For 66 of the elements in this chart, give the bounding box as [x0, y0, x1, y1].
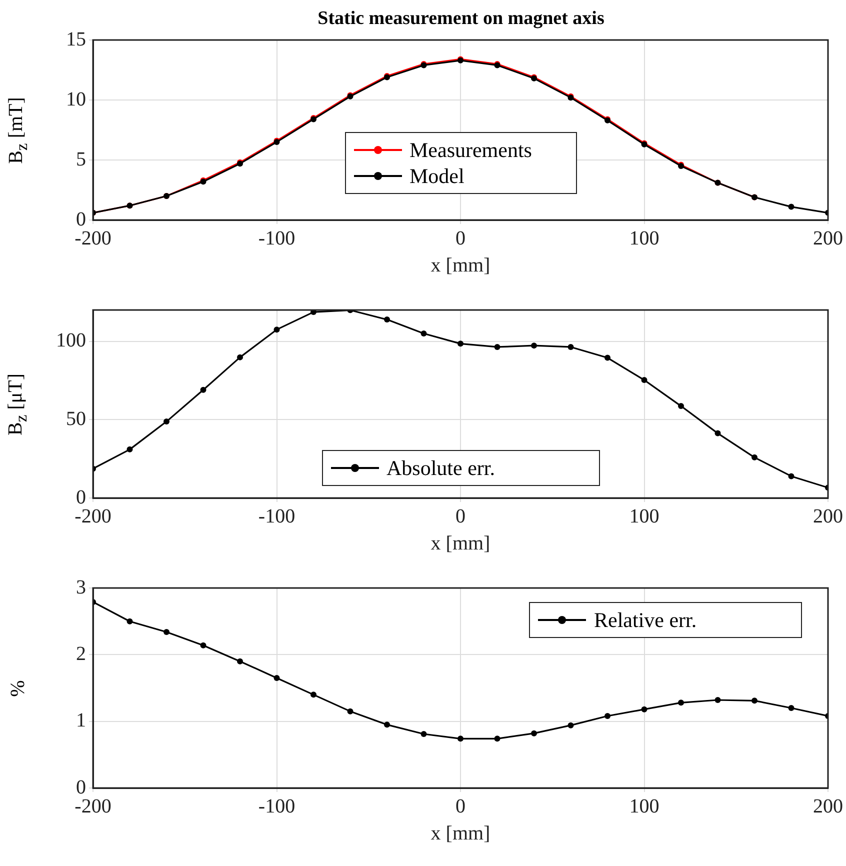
point — [531, 342, 537, 349]
point — [752, 454, 758, 460]
point — [126, 446, 133, 452]
y-tick-label: 2 — [76, 642, 86, 665]
point — [420, 731, 427, 737]
x-tick-label: 0 — [456, 795, 466, 818]
x-tick-label: 100 — [629, 505, 660, 528]
point — [604, 354, 610, 361]
point — [604, 713, 610, 719]
point — [531, 730, 537, 736]
point — [752, 698, 758, 704]
point — [384, 722, 390, 728]
y-axis-title: % — [6, 680, 30, 696]
point — [126, 618, 133, 624]
x-tick-label: 200 — [813, 505, 843, 528]
x-tick-label: 200 — [813, 795, 843, 818]
point — [384, 316, 390, 323]
legend-label: Relative err. — [594, 608, 697, 632]
x-tick-label: 100 — [629, 795, 660, 818]
point — [200, 642, 206, 648]
point — [714, 430, 721, 436]
legend-label: Absolute err. — [386, 456, 495, 480]
point — [788, 204, 794, 210]
point — [237, 658, 243, 664]
point — [200, 386, 206, 393]
point — [494, 736, 500, 742]
point — [164, 418, 170, 425]
x-tick-label: -100 — [258, 795, 296, 818]
point — [274, 326, 280, 333]
point — [641, 706, 648, 712]
point — [237, 354, 243, 360]
y-tick-label: 100 — [56, 330, 86, 352]
point — [714, 697, 721, 703]
point — [678, 700, 684, 706]
point — [164, 629, 170, 635]
point — [641, 377, 648, 384]
legend-label: Measurements — [410, 138, 532, 162]
x-tick-label: 100 — [629, 227, 660, 250]
x-axis-title: x [mm] — [430, 254, 490, 276]
chart-title: Static measurement on magnet axis — [316, 8, 606, 30]
y-tick-label: 50 — [66, 408, 86, 430]
y-tick-label: 1 — [76, 710, 86, 732]
y-tick-label: 15 — [66, 28, 86, 50]
point — [568, 344, 574, 350]
y-tick-label: 3 — [76, 576, 86, 598]
x-tick-label: -100 — [258, 227, 296, 250]
point — [458, 736, 464, 742]
point — [458, 340, 464, 347]
x-tick-label: 0 — [456, 505, 466, 528]
point — [274, 675, 280, 681]
point — [494, 344, 500, 350]
y-tick-label: 5 — [76, 148, 86, 170]
point — [788, 473, 794, 480]
x-axis-title: x [mm] — [430, 532, 490, 554]
point — [788, 705, 794, 711]
y-tick-label: 10 — [66, 88, 86, 110]
point — [347, 708, 354, 714]
legend-label: Model — [410, 164, 464, 188]
x-tick-label: 0 — [456, 227, 466, 250]
point — [568, 722, 574, 728]
point — [678, 403, 684, 410]
x-tick-label: 200 — [813, 227, 843, 250]
x-axis-title: x [mm] — [430, 822, 490, 844]
point — [420, 330, 427, 336]
x-tick-label: -100 — [258, 505, 296, 528]
point — [310, 692, 316, 698]
